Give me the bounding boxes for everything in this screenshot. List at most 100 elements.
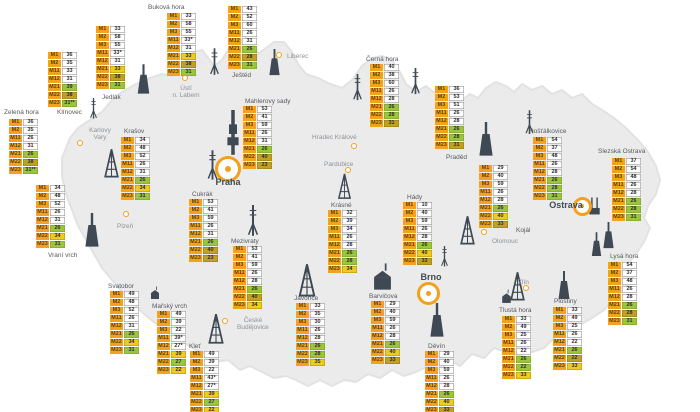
mux-label: M1 bbox=[121, 137, 134, 144]
table-row: M11 26 bbox=[328, 234, 357, 241]
mux-label: M22 bbox=[157, 359, 170, 366]
city-label-line: Pardubice bbox=[324, 161, 354, 168]
channel-table-lysa-hora: M1 54 M2 37 M3 48 M11 26 M12 28 M21 26 M22 28 M23 31 bbox=[608, 262, 637, 325]
mux-label: M12 bbox=[371, 333, 384, 340]
mast-transmitter-icon bbox=[348, 74, 367, 102]
lattice-transmitter-icon bbox=[295, 262, 319, 298]
mux-label: M23 bbox=[533, 193, 546, 200]
mux-label: M12 bbox=[110, 323, 123, 330]
mux-label: M1 bbox=[370, 64, 383, 71]
channel-value: 31 bbox=[110, 82, 125, 89]
mux-label: M11 bbox=[189, 223, 202, 230]
channel-value: 31 bbox=[242, 62, 257, 69]
channel-table-bukova-hora: M1 33 M2 58 M3 55 M11 33* M12 31 M21 33 M22 38 M23 31 bbox=[167, 13, 196, 76]
city-ring-praha bbox=[215, 156, 241, 182]
channel-value: 26 bbox=[449, 110, 464, 117]
table-row: M23 31 bbox=[36, 241, 65, 248]
channel-table-mezivraty: M1 53 M2 41 M3 59 M11 26 M12 28 M21 26 M22 40 M23 34 bbox=[233, 246, 262, 309]
city-ring-brno bbox=[416, 281, 440, 305]
mux-label: M1 bbox=[502, 316, 515, 323]
channel-value: 41 bbox=[257, 114, 272, 121]
channel-value: 23 bbox=[257, 162, 272, 169]
table-row: M2 37 bbox=[533, 145, 562, 152]
table-row: M23 33 bbox=[479, 221, 508, 228]
channel-value: 26 bbox=[247, 270, 262, 277]
city-dot-usti-n-labem bbox=[182, 75, 188, 81]
city-dot-olomouc bbox=[481, 229, 487, 235]
mux-label: M21 bbox=[371, 341, 384, 348]
channel-table-klinovec: M1 36 M2 35 M11 33 M12 31 M21 39 M22 38 M23 31** bbox=[48, 52, 77, 107]
table-row: M12 31 bbox=[96, 58, 125, 65]
table-row: M22 22 bbox=[553, 355, 582, 362]
mux-label: M12 bbox=[189, 231, 202, 238]
mux-label: M1 bbox=[296, 303, 309, 310]
mux-label: M21 bbox=[167, 53, 180, 60]
table-row: M2 40 bbox=[371, 309, 400, 316]
mux-label: M11 bbox=[9, 135, 22, 142]
table-row: M23 31 bbox=[612, 214, 641, 221]
table-row: M1 33 bbox=[502, 316, 531, 323]
mux-label: M11 bbox=[36, 209, 49, 216]
mux-label: M11 bbox=[425, 375, 438, 382]
city-label-line: Budějovice bbox=[237, 324, 269, 331]
table-row: M12 31 bbox=[36, 217, 65, 224]
mux-label: M2 bbox=[612, 166, 625, 173]
table-row: M12 22 bbox=[502, 348, 531, 355]
mux-label: M11 bbox=[403, 226, 416, 233]
channel-table-hostalkovice: M1 54 M2 37 M3 48 M11 26 M12 28 M21 26 M22 28 M23 31 bbox=[533, 137, 562, 200]
channel-value: 54 bbox=[626, 166, 641, 173]
channel-value: 39 bbox=[62, 84, 77, 91]
table-row: M23 31 bbox=[608, 318, 637, 325]
channel-value: 40 bbox=[384, 64, 399, 71]
city-label-plzen: Plzeň bbox=[117, 223, 133, 230]
channel-value: 33 bbox=[516, 316, 531, 323]
mux-label: M2 bbox=[189, 207, 202, 214]
table-row: M12 22 bbox=[553, 339, 582, 346]
mux-label: M21 bbox=[479, 205, 492, 212]
mux-label: M23 bbox=[612, 214, 625, 221]
city-label-hradec-kralove: Hradec Králové bbox=[312, 134, 357, 141]
mux-label: M12 bbox=[435, 118, 448, 125]
city-label-usti-n-labem: Ústí n. Labem bbox=[172, 85, 199, 99]
table-row: M1 33 bbox=[296, 303, 325, 310]
channel-value: 28 bbox=[310, 335, 325, 342]
table-row: M21 26 bbox=[425, 391, 454, 398]
table-row: M3 22 bbox=[157, 327, 186, 334]
city-label-line: Brno bbox=[420, 272, 442, 282]
table-row: M11 26 bbox=[479, 189, 508, 196]
channel-table-javorice: M1 33 M2 35 M3 30 M11 26 M12 28 M21 26 M22 28 M23 35 bbox=[296, 303, 325, 366]
mux-label: M11 bbox=[190, 375, 203, 382]
mux-label: M22 bbox=[403, 250, 416, 257]
channel-value: 60 bbox=[384, 80, 399, 87]
mux-label: M2 bbox=[435, 94, 448, 101]
channel-value: 28 bbox=[547, 185, 562, 192]
mux-label: M3 bbox=[243, 122, 256, 129]
channel-value: 26 bbox=[203, 239, 218, 246]
table-row: M21 26 bbox=[121, 177, 150, 184]
table-row: M21 26 bbox=[370, 104, 399, 111]
mux-label: M21 bbox=[190, 391, 203, 398]
mux-label: M21 bbox=[435, 126, 448, 133]
mux-label: M3 bbox=[533, 153, 546, 160]
city-label-praha: Praha bbox=[215, 177, 240, 187]
site-label-praded: Praděd bbox=[446, 154, 467, 161]
mux-label: M23 bbox=[9, 167, 22, 174]
channel-value: 40 bbox=[247, 294, 262, 301]
table-row: M2 48 bbox=[121, 145, 150, 152]
mux-label: M21 bbox=[425, 391, 438, 398]
table-row: M12 31 bbox=[243, 138, 272, 145]
channel-value: 28 bbox=[310, 351, 325, 358]
channel-value: 23 bbox=[203, 255, 218, 262]
city-ring-core bbox=[425, 290, 431, 296]
channel-value: 28 bbox=[449, 134, 464, 141]
table-row: M1 49 bbox=[190, 351, 219, 358]
mux-label: M21 bbox=[157, 351, 170, 358]
channel-value: 26 bbox=[342, 234, 357, 241]
table-row: M2 48 bbox=[36, 193, 65, 200]
channel-value: 31 bbox=[50, 241, 65, 248]
table-row: M1 34 bbox=[36, 185, 65, 192]
table-row: M11 26 bbox=[9, 135, 38, 142]
table-row: M2 39 bbox=[190, 359, 219, 366]
mux-label: M12 bbox=[36, 217, 49, 224]
table-row: M1 53 bbox=[233, 246, 262, 253]
